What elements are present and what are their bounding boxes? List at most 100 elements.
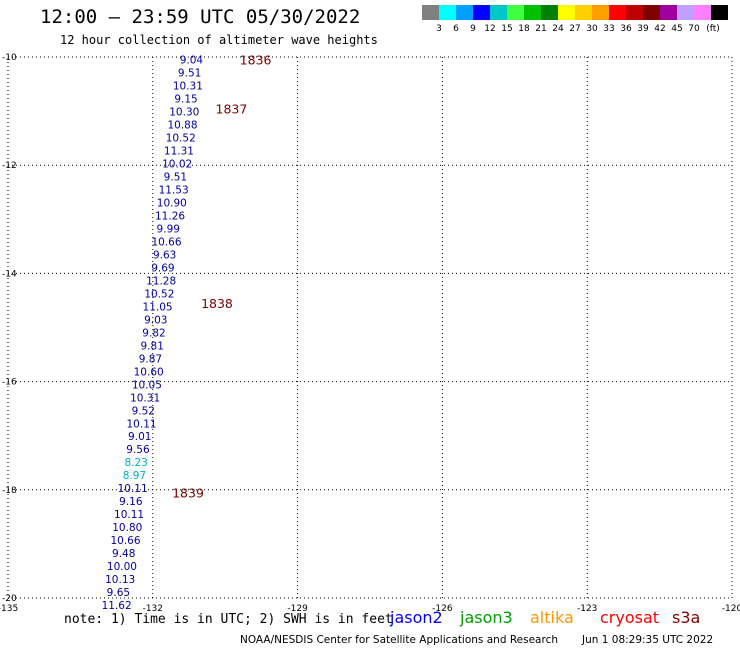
- legend-swatch: [490, 5, 507, 20]
- wave-height-label: 11.31: [164, 146, 194, 158]
- wave-height-label: 10.31: [130, 392, 160, 404]
- legend-swatch: [439, 5, 456, 20]
- wave-height-label: 9.52: [132, 405, 155, 417]
- lon-tick-label: -123: [577, 604, 597, 614]
- wave-height-label: 10.13: [105, 574, 135, 586]
- wave-height-label: 10.90: [157, 198, 187, 210]
- legend-swatch: [422, 5, 439, 20]
- wave-height-label: 10.66: [110, 535, 140, 547]
- footer-note: note: 1) Time is in UTC; 2) SWH is in fe…: [64, 612, 393, 627]
- legend-swatch: [575, 5, 592, 20]
- legend-label: 45: [671, 24, 682, 34]
- wave-height-label: 10.00: [107, 561, 137, 573]
- legend-label: 42: [654, 24, 665, 34]
- lon-tick-label: -120: [722, 604, 740, 614]
- lon-tick-label: -126: [432, 604, 453, 614]
- page-subtitle: 12 hour collection of altimeter wave hei…: [60, 33, 378, 47]
- legend-label: 33: [603, 24, 614, 34]
- legend-swatch: [660, 5, 677, 20]
- wave-height-label: 10.66: [151, 236, 181, 248]
- lat-tick-label: -16: [2, 378, 17, 388]
- pass-label: 1838: [201, 296, 233, 311]
- wave-height-label: 9.69: [151, 262, 174, 274]
- lon-tick-label: -132: [143, 604, 163, 614]
- generation-timestamp: Jun 1 08:29:35 UTC 2022: [582, 634, 714, 646]
- wave-height-label: 10.80: [112, 522, 142, 534]
- wave-height-label: 9.82: [142, 327, 165, 339]
- wave-height-label: 9.51: [178, 68, 201, 80]
- legend-swatch: [609, 5, 626, 20]
- wave-height-label: 9.99: [157, 223, 180, 235]
- wave-height-label: 9.81: [141, 340, 164, 352]
- wave-height-label: 10.52: [144, 288, 174, 300]
- wave-height-label: 10.11: [127, 418, 157, 430]
- wave-height-label: 10.11: [118, 483, 148, 495]
- legend-swatch: [592, 5, 609, 20]
- legend-swatch: [541, 5, 558, 20]
- satellite-jason2: jason2: [390, 608, 443, 627]
- wave-height-label: 9.87: [139, 353, 162, 365]
- wave-height-label: 9.48: [112, 548, 135, 560]
- legend-unit: (ft): [706, 24, 720, 34]
- satellite-cryosat: cryosat: [600, 608, 660, 627]
- legend-swatch: [558, 5, 575, 20]
- wave-height-label: 9.16: [119, 496, 143, 508]
- legend-swatch: [456, 5, 473, 20]
- wave-height-label: 8.97: [123, 470, 146, 482]
- wave-height-label: 11.05: [143, 301, 173, 313]
- pass-label: 1836: [240, 53, 272, 68]
- wave-height-label: 10.02: [162, 159, 192, 171]
- wave-height-label: 9.03: [144, 314, 167, 326]
- legend-swatch: [626, 5, 643, 20]
- legend-label: 18: [518, 24, 530, 34]
- legend-label: 39: [637, 24, 649, 34]
- legend-label: 12: [484, 24, 495, 34]
- wave-height-label: 10.60: [134, 366, 164, 378]
- legend-label: 3: [436, 24, 442, 34]
- legend-swatch: [677, 5, 694, 20]
- wave-height-label: 11.26: [155, 211, 185, 223]
- legend-swatch: [643, 5, 660, 20]
- legend-swatch: [473, 5, 490, 20]
- legend-swatch: [507, 5, 524, 20]
- wave-height-label: 9.04: [180, 55, 204, 67]
- page-title: 12:00 – 23:59 UTC 05/30/2022: [40, 6, 361, 28]
- legend-label: 27: [569, 24, 580, 34]
- wave-height-label: 10.52: [166, 133, 196, 145]
- lon-tick-label: -129: [287, 604, 308, 614]
- pass-label: 1839: [172, 486, 204, 501]
- lat-tick-label: -12: [2, 161, 17, 171]
- legend-swatch: [711, 5, 728, 20]
- wave-height-label: 9.56: [126, 444, 150, 456]
- legend-swatch: [694, 5, 711, 20]
- satellite-jason3: jason3: [460, 608, 513, 627]
- legend-label: 36: [620, 24, 632, 34]
- legend-label: 9: [470, 24, 476, 34]
- lat-tick-label: -18: [2, 486, 17, 496]
- wave-height-label: 11.62: [102, 600, 132, 612]
- legend-label: 30: [586, 24, 598, 34]
- wave-height-label: 10.05: [132, 379, 162, 391]
- wave-height-label: 11.53: [159, 185, 189, 197]
- wave-height-label: 9.65: [107, 587, 130, 599]
- lat-tick-label: -20: [2, 594, 17, 604]
- legend-label: 21: [535, 24, 546, 34]
- satellite-altika: altika: [530, 608, 574, 627]
- lon-tick-label: -135: [0, 604, 18, 614]
- wave-height-label: 10.31: [173, 81, 203, 93]
- credit-line: NOAA/NESDIS Center for Satellite Applica…: [240, 634, 558, 646]
- color-legend: 3 6 9 12 15 18 21 24 27 30 33 36 39 42 45 70 (ft): [422, 5, 728, 34]
- wave-height-label: 9.51: [164, 172, 187, 184]
- legend-label: 24: [552, 24, 564, 34]
- wave-height-label: 9.15: [174, 94, 197, 106]
- satellite-s3a: s3a: [672, 608, 701, 627]
- wave-height-label: 10.88: [167, 120, 197, 132]
- wave-height-label: 9.01: [128, 431, 151, 443]
- wave-height-label: 8.23: [124, 457, 147, 469]
- legend-label: 70: [688, 24, 700, 34]
- lat-tick-label: -14: [2, 269, 17, 279]
- legend-swatch: [524, 5, 541, 20]
- wave-height-label: 10.11: [114, 509, 144, 521]
- lat-tick-label: -10: [2, 53, 17, 63]
